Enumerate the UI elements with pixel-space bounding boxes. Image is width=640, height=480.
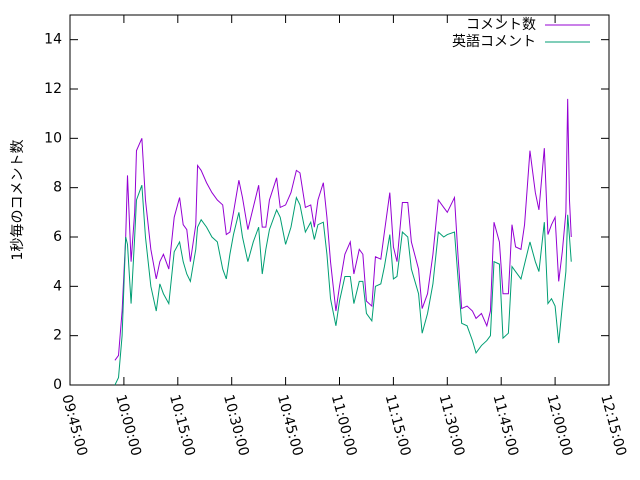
y-tick-label: 0: [53, 377, 62, 393]
y-tick-label: 8: [53, 180, 62, 196]
y-tick-label: 12: [44, 81, 62, 97]
x-tick-label: 11:45:00: [489, 393, 521, 458]
x-tick-label: 10:30:00: [220, 393, 252, 458]
plot-frame: [69, 14, 610, 386]
x-tick-label: 11:30:00: [436, 393, 468, 458]
series-line: [114, 185, 572, 386]
y-tick-label: 10: [44, 130, 62, 146]
y-axis-label: 1秒毎のコメント数: [10, 140, 26, 261]
series-line: [114, 98, 572, 361]
legend-label: 英語コメント: [452, 33, 536, 50]
x-tick-label: 10:15:00: [166, 393, 198, 458]
legend-label: コメント数: [466, 17, 536, 33]
y-tick-label: 2: [53, 328, 62, 344]
y-tick-label: 6: [53, 229, 62, 245]
x-tick-label: 11:00:00: [328, 393, 360, 458]
x-tick-label: 11:15:00: [382, 393, 414, 458]
x-tick-label: 12:00:00: [543, 393, 575, 458]
y-tick-label: 14: [44, 32, 62, 48]
x-tick-label: 10:45:00: [274, 393, 306, 458]
x-tick-label: 10:00:00: [112, 393, 144, 458]
x-tick-label: 12:15:00: [597, 393, 629, 458]
y-tick-label: 4: [53, 278, 62, 294]
x-tick-label: 09:45:00: [58, 393, 90, 458]
